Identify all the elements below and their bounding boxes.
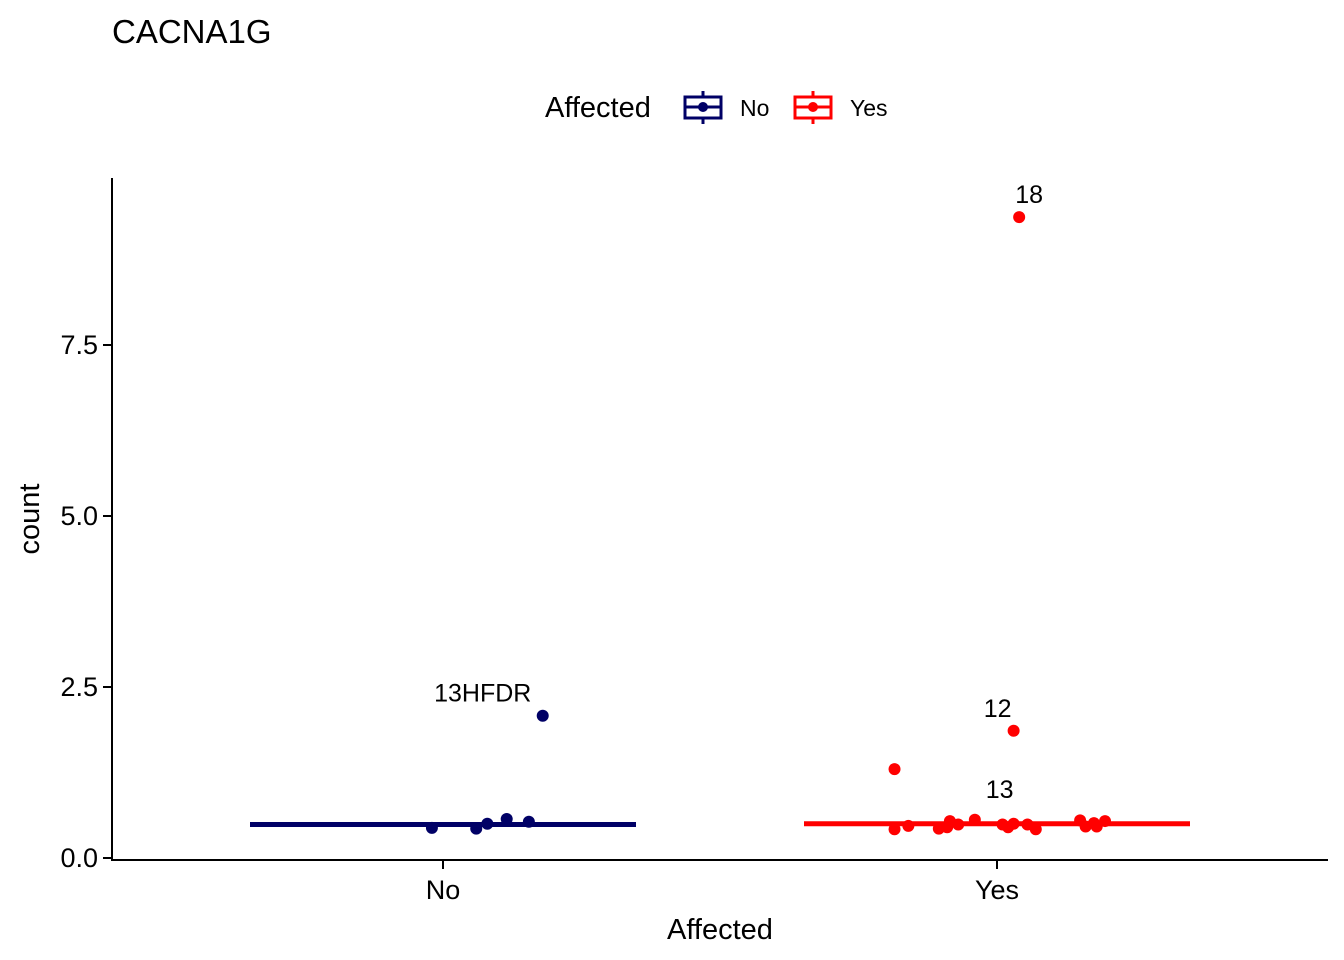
data-point [888,823,901,836]
y-tick-label: 0.0 [60,843,98,873]
x-axis-title: Affected [667,914,773,946]
y-tick-label: 5.0 [60,501,98,531]
x-tick-label: No [426,875,461,905]
y-axis-title: count [14,484,46,555]
x-ticks: No Yes [426,860,1019,905]
data-point [1029,823,1042,836]
data-point [522,815,535,828]
data-point [902,819,915,832]
point-label: 12 [984,695,1012,723]
data-point [1007,724,1020,737]
data-point [952,818,965,831]
legend-title: Affected [545,92,651,124]
data-point [968,813,981,826]
series-yes: 13 12 18 [804,181,1190,836]
chart-title: CACNA1G [112,13,272,50]
y-tick-label: 2.5 [60,672,98,702]
data-point [1013,211,1026,224]
legend: Affected No Yes [545,91,888,124]
data-point [481,817,494,830]
y-tick-label: 7.5 [60,330,98,360]
data-point [425,821,438,834]
data-point [470,822,483,835]
data-point [1007,817,1020,830]
data-point [536,709,549,722]
point-label: 13HFDR [434,680,531,708]
data-point [888,763,901,776]
point-label: 13 [986,776,1014,804]
legend-label-yes: Yes [850,95,888,121]
series-no: 13HFDR [250,680,636,835]
legend-key-yes [793,91,833,124]
x-tick-label: Yes [975,875,1019,905]
point-label: 18 [1015,181,1043,209]
plot-area: 13HFDR 13 12 18 [250,181,1190,836]
data-point [1099,815,1112,828]
legend-label-no: No [740,95,769,121]
data-point [500,813,513,826]
y-ticks: 0.0 2.5 5.0 7.5 [60,330,112,873]
legend-key-no [683,91,723,124]
